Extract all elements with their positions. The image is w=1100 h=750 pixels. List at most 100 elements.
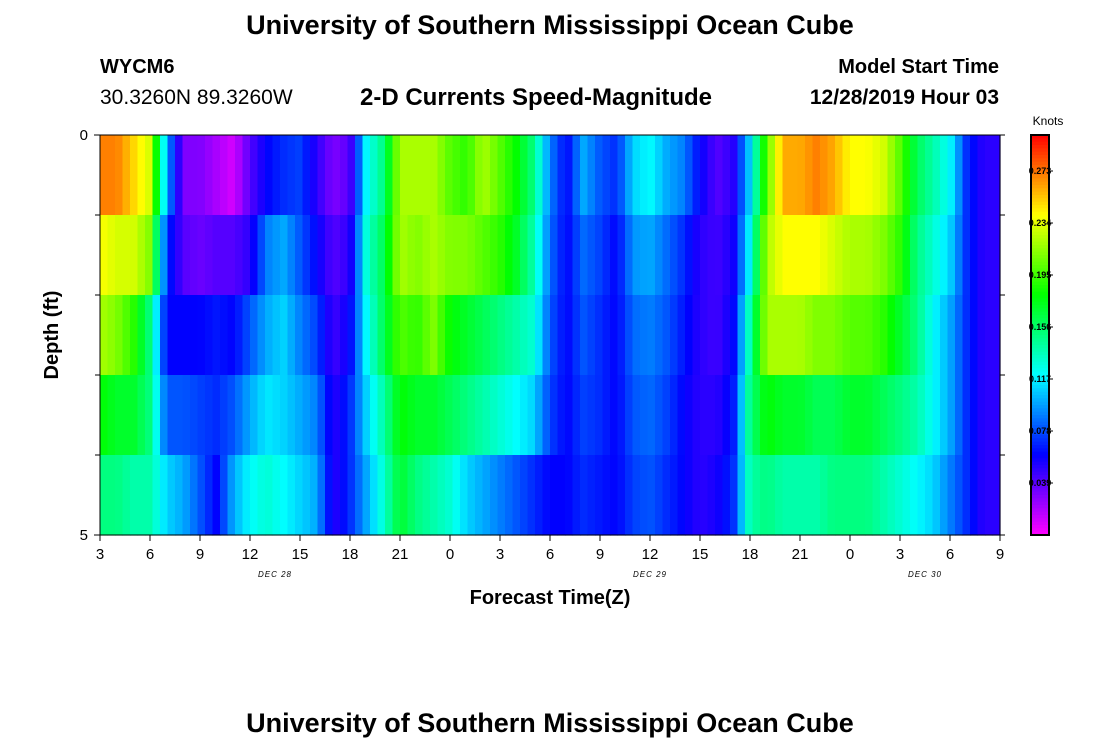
heatmap-cell	[535, 215, 544, 296]
colorbar-swatch	[1031, 271, 1049, 276]
heatmap-cell	[205, 375, 214, 456]
colorbar-unit-label: Knots	[1033, 114, 1064, 128]
heatmap-cell	[587, 295, 596, 376]
heatmap-cell	[527, 215, 536, 296]
heatmap-cell	[527, 135, 536, 216]
heatmap-cell	[625, 135, 634, 216]
heatmap-cell	[685, 375, 694, 456]
heatmap-cell	[190, 455, 199, 536]
heatmap-cell	[437, 295, 446, 376]
heatmap-cell	[587, 215, 596, 296]
heatmap-cell	[932, 455, 941, 536]
heatmap-cell	[850, 215, 859, 296]
heatmap-cell	[527, 375, 536, 456]
heatmap-cell	[715, 455, 724, 536]
heatmap-cell	[400, 375, 409, 456]
heatmap-cell	[242, 295, 251, 376]
heatmap-cell	[392, 295, 401, 376]
heatmap-cell	[542, 215, 551, 296]
heatmap-cell	[415, 135, 424, 216]
colorbar-swatch	[1031, 251, 1049, 256]
heatmap-cell	[797, 455, 806, 536]
heatmap-cell	[467, 295, 476, 376]
heatmap-cell	[602, 455, 611, 536]
colorbar-swatch	[1031, 148, 1049, 153]
heatmap-cell	[272, 295, 281, 376]
heatmap-cell	[775, 455, 784, 536]
heatmap-cell	[370, 295, 379, 376]
colorbar-swatch	[1031, 168, 1049, 173]
heatmap-cell	[377, 135, 386, 216]
heatmap-cell	[392, 455, 401, 536]
heatmap-cell	[595, 375, 604, 456]
heatmap-cell	[670, 295, 679, 376]
colorbar-swatch	[1031, 365, 1049, 369]
heatmap-cell	[490, 295, 499, 376]
heatmap-cell	[317, 135, 326, 216]
colorbar-swatch	[1031, 201, 1049, 206]
heatmap-cell	[662, 215, 671, 296]
heatmap-cell	[692, 215, 701, 296]
heatmap-cell	[362, 455, 371, 536]
heatmap-cell	[730, 215, 739, 296]
chart-subtitle: 2-D Currents Speed-Magnitude	[360, 84, 713, 111]
heatmap-cell	[865, 215, 874, 296]
colorbar-swatch	[1031, 411, 1049, 416]
heatmap-cell	[550, 455, 559, 536]
heatmap-cell	[130, 295, 139, 376]
heatmap-cell	[880, 375, 889, 456]
colorbar-swatch	[1031, 305, 1049, 309]
heatmap-cell	[535, 455, 544, 536]
heatmap-cell	[790, 455, 799, 536]
heatmap-cell	[302, 135, 311, 216]
heatmap-cell	[992, 375, 1001, 456]
heatmap-cell	[227, 375, 236, 456]
heatmap-cell	[497, 295, 506, 376]
heatmap-cell	[145, 135, 154, 216]
heatmap-cell	[227, 135, 236, 216]
x-tick-label: 9	[996, 546, 1004, 563]
heatmap-cell	[670, 135, 679, 216]
colorbar-swatch	[1031, 465, 1049, 469]
heatmap-cell	[835, 135, 844, 216]
colorbar-swatch	[1031, 435, 1049, 439]
colorbar-swatch	[1031, 258, 1049, 263]
colorbar-swatch	[1031, 221, 1049, 226]
heatmap-cell	[685, 215, 694, 296]
heatmap-cell	[737, 135, 746, 216]
colorbar-swatch	[1031, 165, 1049, 169]
heatmap-cell	[317, 375, 326, 456]
heatmap-cell	[332, 295, 341, 376]
heatmap-cell	[970, 375, 979, 456]
colorbar-swatch	[1031, 508, 1049, 513]
heatmap-cell	[437, 375, 446, 456]
colorbar-swatch	[1031, 478, 1049, 483]
heatmap-cell	[392, 215, 401, 296]
heatmap-cell	[130, 215, 139, 296]
heatmap-cell	[550, 295, 559, 376]
heatmap-cell	[647, 375, 656, 456]
heatmap-cell	[835, 455, 844, 536]
heatmap-cell	[227, 295, 236, 376]
heatmap-cell	[722, 215, 731, 296]
heatmap-cell	[677, 375, 686, 456]
heatmap-cell	[482, 215, 491, 296]
heatmap-cell	[962, 215, 971, 296]
colorbar-swatch	[1031, 518, 1049, 523]
heatmap-cell	[467, 135, 476, 216]
heatmap-cell	[295, 375, 304, 456]
heatmap-cell	[985, 295, 994, 376]
colorbar-swatch	[1031, 325, 1049, 329]
heatmap-cell	[272, 375, 281, 456]
x-tick-label: 18	[342, 546, 359, 563]
heatmap-cell	[707, 135, 716, 216]
heatmap-cell	[662, 295, 671, 376]
heatmap-cell	[332, 455, 341, 536]
heatmap-cell	[842, 215, 851, 296]
heatmap-cell	[512, 375, 521, 456]
heatmap-cell	[647, 295, 656, 376]
heatmap-cell	[610, 295, 619, 376]
heatmap-cell	[422, 215, 431, 296]
heatmap-cell	[797, 215, 806, 296]
heatmap-cell	[580, 215, 589, 296]
